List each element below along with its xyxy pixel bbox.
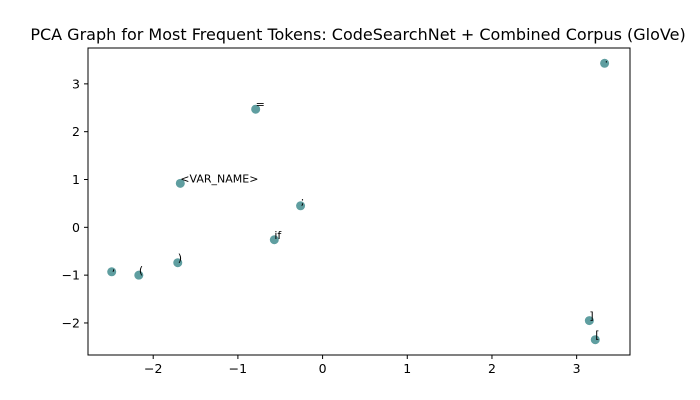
data-point: [600, 58, 610, 68]
data-point: [296, 201, 306, 211]
point-label: <VAR_NAME>: [180, 172, 258, 185]
point-label: ): [178, 252, 182, 265]
point-label: ,: [112, 261, 116, 274]
point-labels: . = <VAR_NAME>; if), (][: [112, 52, 608, 341]
point-label: .: [605, 52, 609, 65]
x-tick-label: 3: [573, 361, 581, 376]
point-label: (: [139, 264, 143, 277]
x-tick-label: 2: [488, 361, 496, 376]
point-label: if: [274, 229, 282, 242]
data-points: [107, 58, 610, 345]
y-tick-label: 2: [72, 124, 80, 139]
x-tick-label: 0: [319, 361, 327, 376]
data-point: [175, 178, 185, 188]
y-tick-label: 0: [72, 220, 80, 235]
y-tick-label: −2: [62, 315, 80, 330]
data-point: [590, 335, 600, 345]
data-point: [173, 258, 183, 268]
chart-title: PCA Graph for Most Frequent Tokens: Code…: [30, 25, 685, 44]
point-label: [: [595, 329, 599, 342]
y-tick-label: 1: [72, 172, 80, 187]
data-point: [107, 267, 117, 277]
x-tick-label: −2: [144, 361, 162, 376]
data-point: [269, 235, 279, 245]
x-tick-label: 1: [403, 361, 411, 376]
point-label: =: [256, 98, 265, 111]
y-axis: −2 −1 0 1 2 3: [62, 76, 88, 330]
point-label: ;: [301, 195, 305, 208]
plot-frame: [87, 47, 631, 356]
point-label: ]: [589, 310, 593, 323]
y-tick-label: −1: [62, 268, 80, 283]
x-axis: −2 −1 0 1 2 3: [144, 355, 581, 376]
x-tick-label: −1: [229, 361, 247, 376]
y-tick-label: 3: [72, 76, 80, 91]
data-point: [584, 316, 594, 326]
data-point: [251, 104, 261, 114]
data-point: [134, 270, 144, 280]
